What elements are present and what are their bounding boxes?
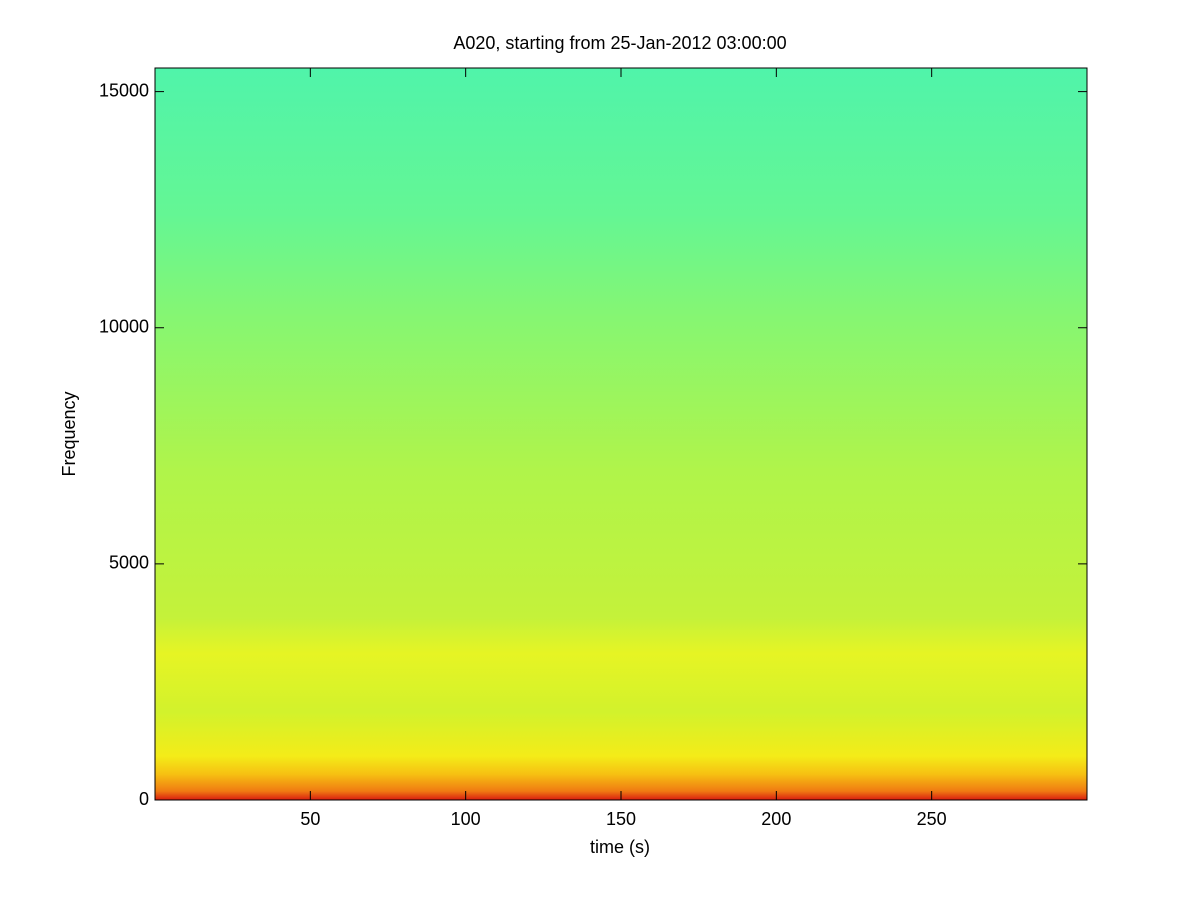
chart-title: A020, starting from 25-Jan-2012 03:00:00 [453, 33, 786, 53]
y-tick-label: 0 [139, 789, 149, 809]
x-tick-label: 250 [917, 809, 947, 829]
x-tick-label: 100 [451, 809, 481, 829]
y-tick-label: 15000 [99, 80, 149, 100]
x-axis-label: time (s) [590, 837, 650, 857]
x-tick-label: 50 [300, 809, 320, 829]
y-tick-label: 10000 [99, 316, 149, 336]
x-tick-label: 150 [606, 809, 636, 829]
y-axis-label: Frequency [59, 391, 79, 476]
y-tick-label: 5000 [109, 553, 149, 573]
spectrogram-image [155, 68, 1087, 800]
x-tick-label: 200 [761, 809, 791, 829]
